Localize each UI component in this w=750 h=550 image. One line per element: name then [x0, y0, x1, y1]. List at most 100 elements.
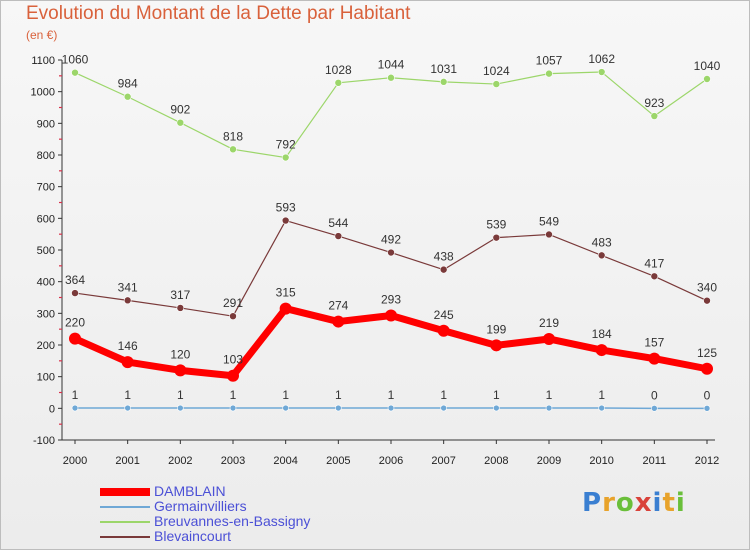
y-tick-label: 700 — [37, 182, 55, 194]
legend-label: Germainvilliers — [154, 498, 247, 514]
data-label: 103 — [223, 353, 243, 367]
data-point — [281, 153, 290, 162]
data-point — [227, 369, 239, 382]
legend-label: DAMBLAIN — [154, 483, 226, 499]
data-point — [648, 352, 661, 365]
data-label: 1024 — [483, 64, 510, 78]
x-tick-label: 2000 — [63, 455, 87, 467]
data-label: 1 — [72, 388, 79, 402]
data-point — [703, 75, 711, 83]
data-point — [597, 251, 606, 260]
data-point — [229, 404, 237, 412]
legend-item: DAMBLAIN — [100, 483, 400, 499]
logo-letter: i — [652, 488, 663, 518]
data-label: 364 — [65, 273, 85, 287]
data-point — [387, 404, 395, 412]
data-label: 340 — [697, 281, 717, 295]
data-label: 1044 — [378, 58, 405, 72]
x-tick-label: 2012 — [695, 455, 719, 467]
proxiti-logo: Proxiti — [582, 488, 686, 518]
data-point — [279, 302, 292, 315]
legend-item: Germainvilliers — [100, 498, 400, 514]
data-point — [387, 73, 395, 82]
legend-swatch — [100, 506, 150, 508]
data-label: 544 — [328, 216, 348, 230]
data-point — [597, 68, 606, 76]
data-label: 184 — [592, 327, 612, 341]
data-point — [282, 404, 289, 412]
x-tick-label: 2005 — [326, 455, 350, 467]
data-label: 274 — [328, 299, 348, 313]
data-point — [124, 404, 131, 412]
data-point — [71, 289, 79, 297]
x-tick-label: 2007 — [431, 455, 455, 467]
data-point — [439, 265, 448, 274]
legend-item: Breuvannes-en-Bassigny — [100, 513, 400, 529]
data-label: 220 — [65, 316, 85, 330]
data-point — [123, 92, 132, 101]
y-tick-label: 400 — [37, 277, 55, 289]
data-point — [545, 230, 553, 239]
data-point — [651, 405, 658, 412]
data-point — [229, 312, 237, 320]
x-tick-label: 2002 — [168, 455, 192, 467]
data-point — [492, 80, 501, 88]
data-label: 539 — [486, 218, 506, 232]
chart-legend: DAMBLAIN Germainvilliers Breuvannes-en-B… — [100, 483, 400, 544]
y-tick-label: 600 — [37, 213, 55, 225]
data-label: 818 — [223, 129, 243, 143]
y-tick-label: 1100 — [31, 55, 55, 67]
data-point — [598, 404, 605, 412]
data-label: 199 — [486, 322, 506, 336]
data-label: 438 — [434, 250, 454, 264]
y-tick-label: 900 — [37, 118, 55, 130]
data-label: 291 — [223, 296, 243, 310]
data-label: 125 — [697, 346, 717, 360]
data-label: 1 — [598, 388, 605, 402]
y-tick-label: 800 — [37, 150, 55, 162]
legend-label: Breuvannes-en-Bassigny — [154, 513, 311, 529]
data-point — [545, 404, 553, 412]
data-label: 1 — [282, 388, 289, 402]
data-label: 120 — [170, 347, 190, 361]
data-label: 1 — [388, 388, 395, 402]
logo-letter: r — [602, 488, 616, 518]
data-label: 1060 — [62, 53, 89, 67]
data-label: 315 — [276, 286, 296, 300]
data-point — [385, 309, 397, 322]
data-point — [174, 364, 187, 377]
data-point — [176, 304, 185, 312]
data-point — [71, 404, 79, 412]
x-tick-label: 2010 — [589, 455, 613, 467]
data-point — [334, 232, 343, 240]
data-label: 245 — [434, 308, 454, 322]
data-point — [121, 356, 134, 369]
data-label: 0 — [704, 388, 711, 402]
data-point — [545, 69, 553, 78]
data-point — [543, 332, 555, 345]
data-point — [703, 296, 711, 305]
data-label: 1062 — [588, 52, 615, 66]
legend-label: Blevaincourt — [154, 528, 232, 544]
data-point — [440, 404, 447, 412]
y-tick-label: 1000 — [31, 87, 55, 99]
chart-title: Evolution du Montant de la Dette par Hab… — [26, 3, 411, 24]
logo-letter: P — [582, 488, 603, 518]
data-label: 146 — [118, 339, 138, 353]
data-point — [332, 315, 345, 328]
data-label: 1040 — [694, 59, 721, 73]
data-point — [177, 404, 184, 412]
data-point — [595, 344, 608, 357]
logo-letter: i — [675, 488, 686, 518]
data-label: 923 — [644, 96, 664, 110]
legend-swatch — [100, 521, 150, 523]
data-label: 157 — [644, 336, 664, 350]
data-label: 1028 — [325, 63, 352, 77]
x-tick-label: 2008 — [484, 455, 508, 467]
x-tick-label: 2001 — [115, 455, 139, 467]
data-label: 549 — [539, 214, 559, 228]
data-point — [387, 248, 395, 257]
data-label: 1 — [546, 388, 553, 402]
